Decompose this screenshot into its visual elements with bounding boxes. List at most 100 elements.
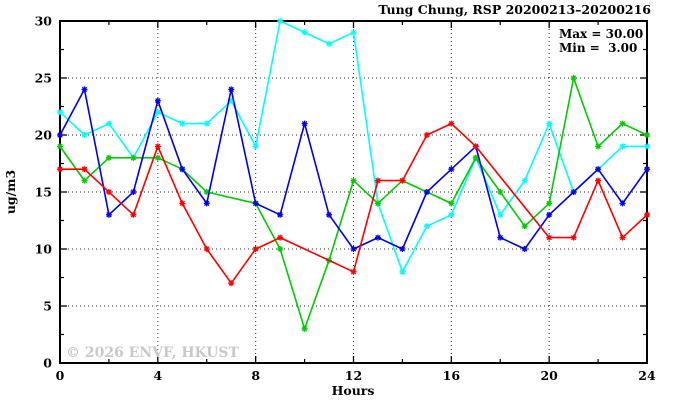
blue-series-marker — [154, 97, 161, 104]
green-series-marker — [619, 120, 626, 127]
cyan-series-marker — [644, 143, 650, 150]
red-series-marker — [570, 234, 577, 241]
blue-series-marker — [546, 211, 553, 218]
cyan-series-marker-stroke — [57, 109, 63, 115]
green-series-marker — [301, 325, 308, 332]
green-series-marker — [105, 154, 112, 161]
cyan-series-marker — [57, 109, 63, 116]
plot-area: 0 4 8 12 16 20 24 0 5 10 15 20 25 30 — [35, 14, 656, 384]
green-series-marker-stroke — [570, 75, 577, 81]
green-series-marker — [644, 132, 650, 138]
blue-series-marker — [570, 189, 577, 195]
cyan-series-marker-stroke — [155, 109, 161, 115]
red-series-marker-stroke — [204, 246, 210, 252]
x-tick-label: 12 — [345, 368, 362, 383]
green-series-marker-stroke — [522, 223, 528, 229]
green-series-marker — [521, 223, 528, 230]
watermark: © 2026 ENVF, HKUST — [66, 345, 240, 361]
red-series-marker — [277, 234, 284, 241]
cyan-series-marker-stroke — [301, 29, 308, 36]
red-series-marker-stroke — [130, 212, 137, 218]
green-series-marker-stroke — [448, 200, 454, 207]
red-series-marker-stroke — [473, 143, 479, 150]
cyan-series-marker-stroke — [522, 177, 528, 184]
green-series-marker-stroke — [204, 189, 210, 195]
blue-series-marker — [203, 200, 210, 207]
cyan-series-marker — [203, 120, 210, 127]
cyan-series-marker — [301, 29, 308, 36]
green-series-marker-stroke — [546, 200, 552, 207]
red-series-marker — [130, 211, 137, 218]
blue-series-marker — [399, 246, 406, 252]
red-series-marker — [619, 234, 626, 241]
cyan-series-marker — [350, 29, 357, 36]
blue-series-marker-stroke — [179, 166, 185, 172]
cyan-series-marker-stroke — [448, 212, 454, 218]
red-series-marker — [105, 189, 112, 195]
red-series-marker — [472, 143, 479, 150]
y-tick-label: 5 — [43, 299, 52, 314]
x-axis-label: Hours — [332, 383, 375, 398]
blue-series-marker — [619, 200, 626, 207]
blue-series-marker — [130, 189, 137, 195]
red-series-marker — [252, 246, 259, 252]
blue-series-marker-stroke — [644, 166, 650, 172]
cyan-series-marker-stroke — [81, 132, 88, 138]
green-series-marker — [448, 200, 455, 207]
blue-series-marker-stroke — [350, 246, 357, 252]
y-tick-label: 10 — [35, 242, 53, 257]
green-series-line — [59, 77, 648, 330]
blue-series-marker-stroke — [81, 86, 88, 93]
blue-series-marker-stroke — [497, 234, 503, 241]
cyan-series-marker-stroke — [497, 212, 503, 218]
blue-series-marker-stroke — [106, 212, 112, 218]
cyan-series-marker — [399, 268, 406, 275]
cyan-series-marker — [546, 120, 553, 127]
y-tick-label: 20 — [35, 128, 53, 143]
cyan-series-marker-stroke — [277, 18, 283, 24]
cyan-series-marker — [81, 132, 88, 138]
red-series-marker-stroke — [595, 177, 601, 184]
red-series-marker — [179, 200, 186, 207]
blue-series-marker-stroke — [619, 200, 626, 207]
green-series-marker-stroke — [473, 155, 479, 161]
red-series-marker-stroke — [448, 120, 454, 127]
cyan-series-marker — [105, 120, 112, 127]
blue-series-marker-stroke — [155, 98, 161, 104]
red-series-marker — [228, 280, 235, 287]
green-series-marker — [57, 143, 63, 150]
green-series-marker — [154, 154, 161, 161]
cyan-series-marker — [423, 223, 430, 230]
red-series-marker-stroke — [644, 212, 650, 218]
legend-min-value: Min = 3.00 — [559, 41, 637, 55]
green-series-marker-stroke — [375, 200, 381, 207]
cyan-series-marker — [619, 143, 626, 150]
cyan-series-marker — [521, 177, 528, 184]
red-series-marker — [546, 234, 553, 241]
red-series-marker-stroke — [155, 143, 161, 150]
blue-series-marker-stroke — [546, 212, 552, 218]
red-series-marker — [595, 177, 602, 184]
blue-series-marker — [228, 86, 235, 93]
blue-series-marker-stroke — [228, 86, 234, 93]
blue-series-marker — [350, 246, 357, 252]
red-series-line — [60, 122, 648, 285]
blue-series-marker-stroke — [301, 120, 308, 127]
cyan-series-line — [59, 20, 647, 273]
red-series-marker-stroke — [57, 166, 63, 172]
red-series-marker-stroke — [619, 234, 626, 241]
red-series-marker — [154, 143, 161, 150]
green-series-marker-stroke — [497, 189, 503, 195]
green-series-marker — [472, 154, 479, 161]
blue-series-marker — [57, 132, 63, 138]
red-series-marker — [399, 177, 406, 184]
x-tick-label: 4 — [153, 368, 162, 383]
blue-series-marker-stroke — [57, 132, 63, 138]
y-tick-label: 30 — [35, 14, 53, 29]
green-series-marker — [374, 200, 381, 207]
blue-series-marker — [301, 120, 308, 127]
red-series-marker-stroke — [253, 246, 259, 252]
red-series-marker-stroke — [399, 177, 406, 184]
green-series-marker — [81, 177, 88, 184]
